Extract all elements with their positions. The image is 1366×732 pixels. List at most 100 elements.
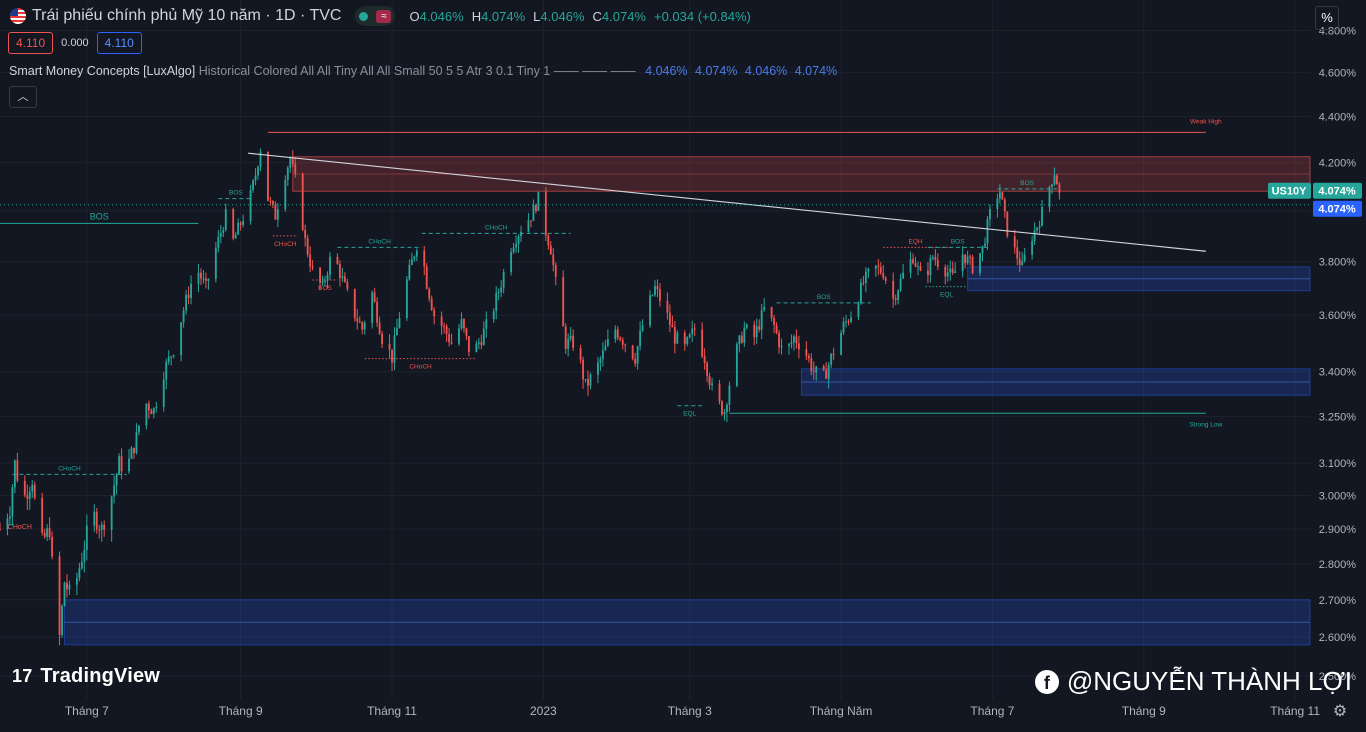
sell-button[interactable]: 4.110 <box>8 32 54 54</box>
us-flag-icon <box>10 8 26 24</box>
candle-body <box>686 337 689 345</box>
candle-body <box>492 310 495 320</box>
candle-body <box>165 362 168 380</box>
candle-body <box>197 272 200 284</box>
candle-body <box>8 516 11 519</box>
candle-body <box>569 335 572 339</box>
candle-body <box>671 324 674 328</box>
facebook-icon: f <box>1034 669 1059 694</box>
indicator-params: Historical Colored All All Tiny All All … <box>198 64 636 78</box>
candle-body <box>944 266 947 277</box>
candle-body <box>723 411 726 415</box>
buy-button[interactable]: 4.110 <box>96 32 142 54</box>
candle-body <box>850 317 852 322</box>
ohlc-open-value: 4.046% <box>419 8 464 24</box>
candle-body <box>289 157 292 168</box>
indicator-legend[interactable]: Smart Money Concepts [LuxAlgo] Historica… <box>9 64 837 78</box>
candle-body <box>688 334 691 338</box>
candle-body <box>936 260 939 267</box>
candle-body <box>388 343 391 350</box>
candle-body <box>304 229 307 238</box>
candle-body <box>85 525 88 550</box>
candle-body <box>706 363 709 377</box>
candle-body <box>58 556 61 635</box>
candle-body <box>788 344 790 347</box>
candle-body <box>760 310 763 330</box>
candle-body <box>666 300 669 313</box>
candle-body <box>1056 175 1058 185</box>
candle-body <box>579 348 582 360</box>
smc-label: BOS <box>817 294 831 301</box>
candle-body <box>63 582 66 606</box>
tradingview-logo-text: TradingView <box>40 665 161 687</box>
price-tick-label: 2.900% <box>1319 524 1357 536</box>
candle-body <box>1006 211 1009 237</box>
candle-body <box>463 319 465 329</box>
smc-label: CHoCH <box>8 524 32 531</box>
percent-scale-button[interactable]: % <box>1315 6 1339 30</box>
candle-body <box>371 292 374 323</box>
candle-body <box>353 288 356 319</box>
chevron-up-icon[interactable]: ︿ <box>9 86 37 108</box>
smc-label: Strong Low <box>1189 421 1222 428</box>
candle-body <box>780 346 783 348</box>
candle-body <box>996 198 999 210</box>
candle-body <box>145 403 148 426</box>
time-tick-label: Tháng 3 <box>668 704 712 718</box>
candle-body <box>862 282 865 284</box>
candle-body <box>857 303 860 318</box>
ohlc-change: +0.034 (+0.84%) <box>653 8 751 24</box>
candle-body <box>475 343 478 353</box>
smc-label: BOS <box>229 190 243 197</box>
candle-body <box>711 383 713 386</box>
candlestick-series <box>0 148 1061 646</box>
candle-body <box>929 258 932 276</box>
price-tick-label: 4.400% <box>1319 112 1357 124</box>
candle-body <box>180 322 183 356</box>
indicator-name[interactable]: Smart Money Concepts [LuxAlgo] <box>9 64 196 78</box>
candle-body <box>460 319 463 329</box>
data-wave-icon: ≈ <box>376 9 392 23</box>
candle-body <box>641 325 644 331</box>
candle-body <box>48 528 51 538</box>
candle-body <box>703 356 706 364</box>
tradingview-logo[interactable]: 17 TradingView <box>12 665 160 688</box>
time-tick-label: Tháng 7 <box>65 704 109 718</box>
candle-body <box>147 403 150 411</box>
candle-body <box>115 474 118 486</box>
candle-body <box>708 376 711 386</box>
price-axis[interactable]: 4.800%4.600%4.400%4.200%4.000%3.800%3.60… <box>1319 25 1357 683</box>
candle-body <box>520 231 522 237</box>
candle-body <box>815 366 818 373</box>
gear-icon[interactable]: ⚙ <box>1332 703 1348 720</box>
symbol-tag-bg <box>1268 182 1311 199</box>
time-axis[interactable]: Tháng 7 Tháng 9 Tháng 11 2023 Tháng 3 Tháng N… <box>65 704 1366 718</box>
candle-body <box>743 327 746 343</box>
time-tick-label: Tháng 11 <box>367 704 417 718</box>
candle-body <box>979 253 981 274</box>
candle-body <box>879 266 882 273</box>
time-tick-label: Tháng 11 <box>1270 704 1320 718</box>
market-status-pill[interactable]: ≈ <box>355 6 396 26</box>
candle-body <box>267 151 269 201</box>
candle-body <box>693 328 696 330</box>
symbol-title[interactable]: Trái phiếu chính phủ Mỹ 10 năm · 1D · TV… <box>32 7 342 24</box>
candle-body <box>1038 225 1041 228</box>
candle-body <box>95 511 98 530</box>
candle-body <box>554 265 557 278</box>
candle-body <box>1018 258 1021 266</box>
smc-label: CHoCH <box>58 465 81 472</box>
candle-body <box>46 528 49 537</box>
candle-body <box>589 374 592 386</box>
candle-body <box>614 329 617 340</box>
candle-body <box>219 232 222 237</box>
candle-body <box>914 263 917 267</box>
ohlc-low-key: L <box>533 8 541 24</box>
candle-body <box>480 342 483 345</box>
time-tick-label: Tháng Năm <box>810 704 873 718</box>
candle-body <box>691 328 694 335</box>
candle-body <box>356 318 359 322</box>
ohlc-close-key: C <box>592 8 602 24</box>
candle-body <box>1033 230 1036 241</box>
